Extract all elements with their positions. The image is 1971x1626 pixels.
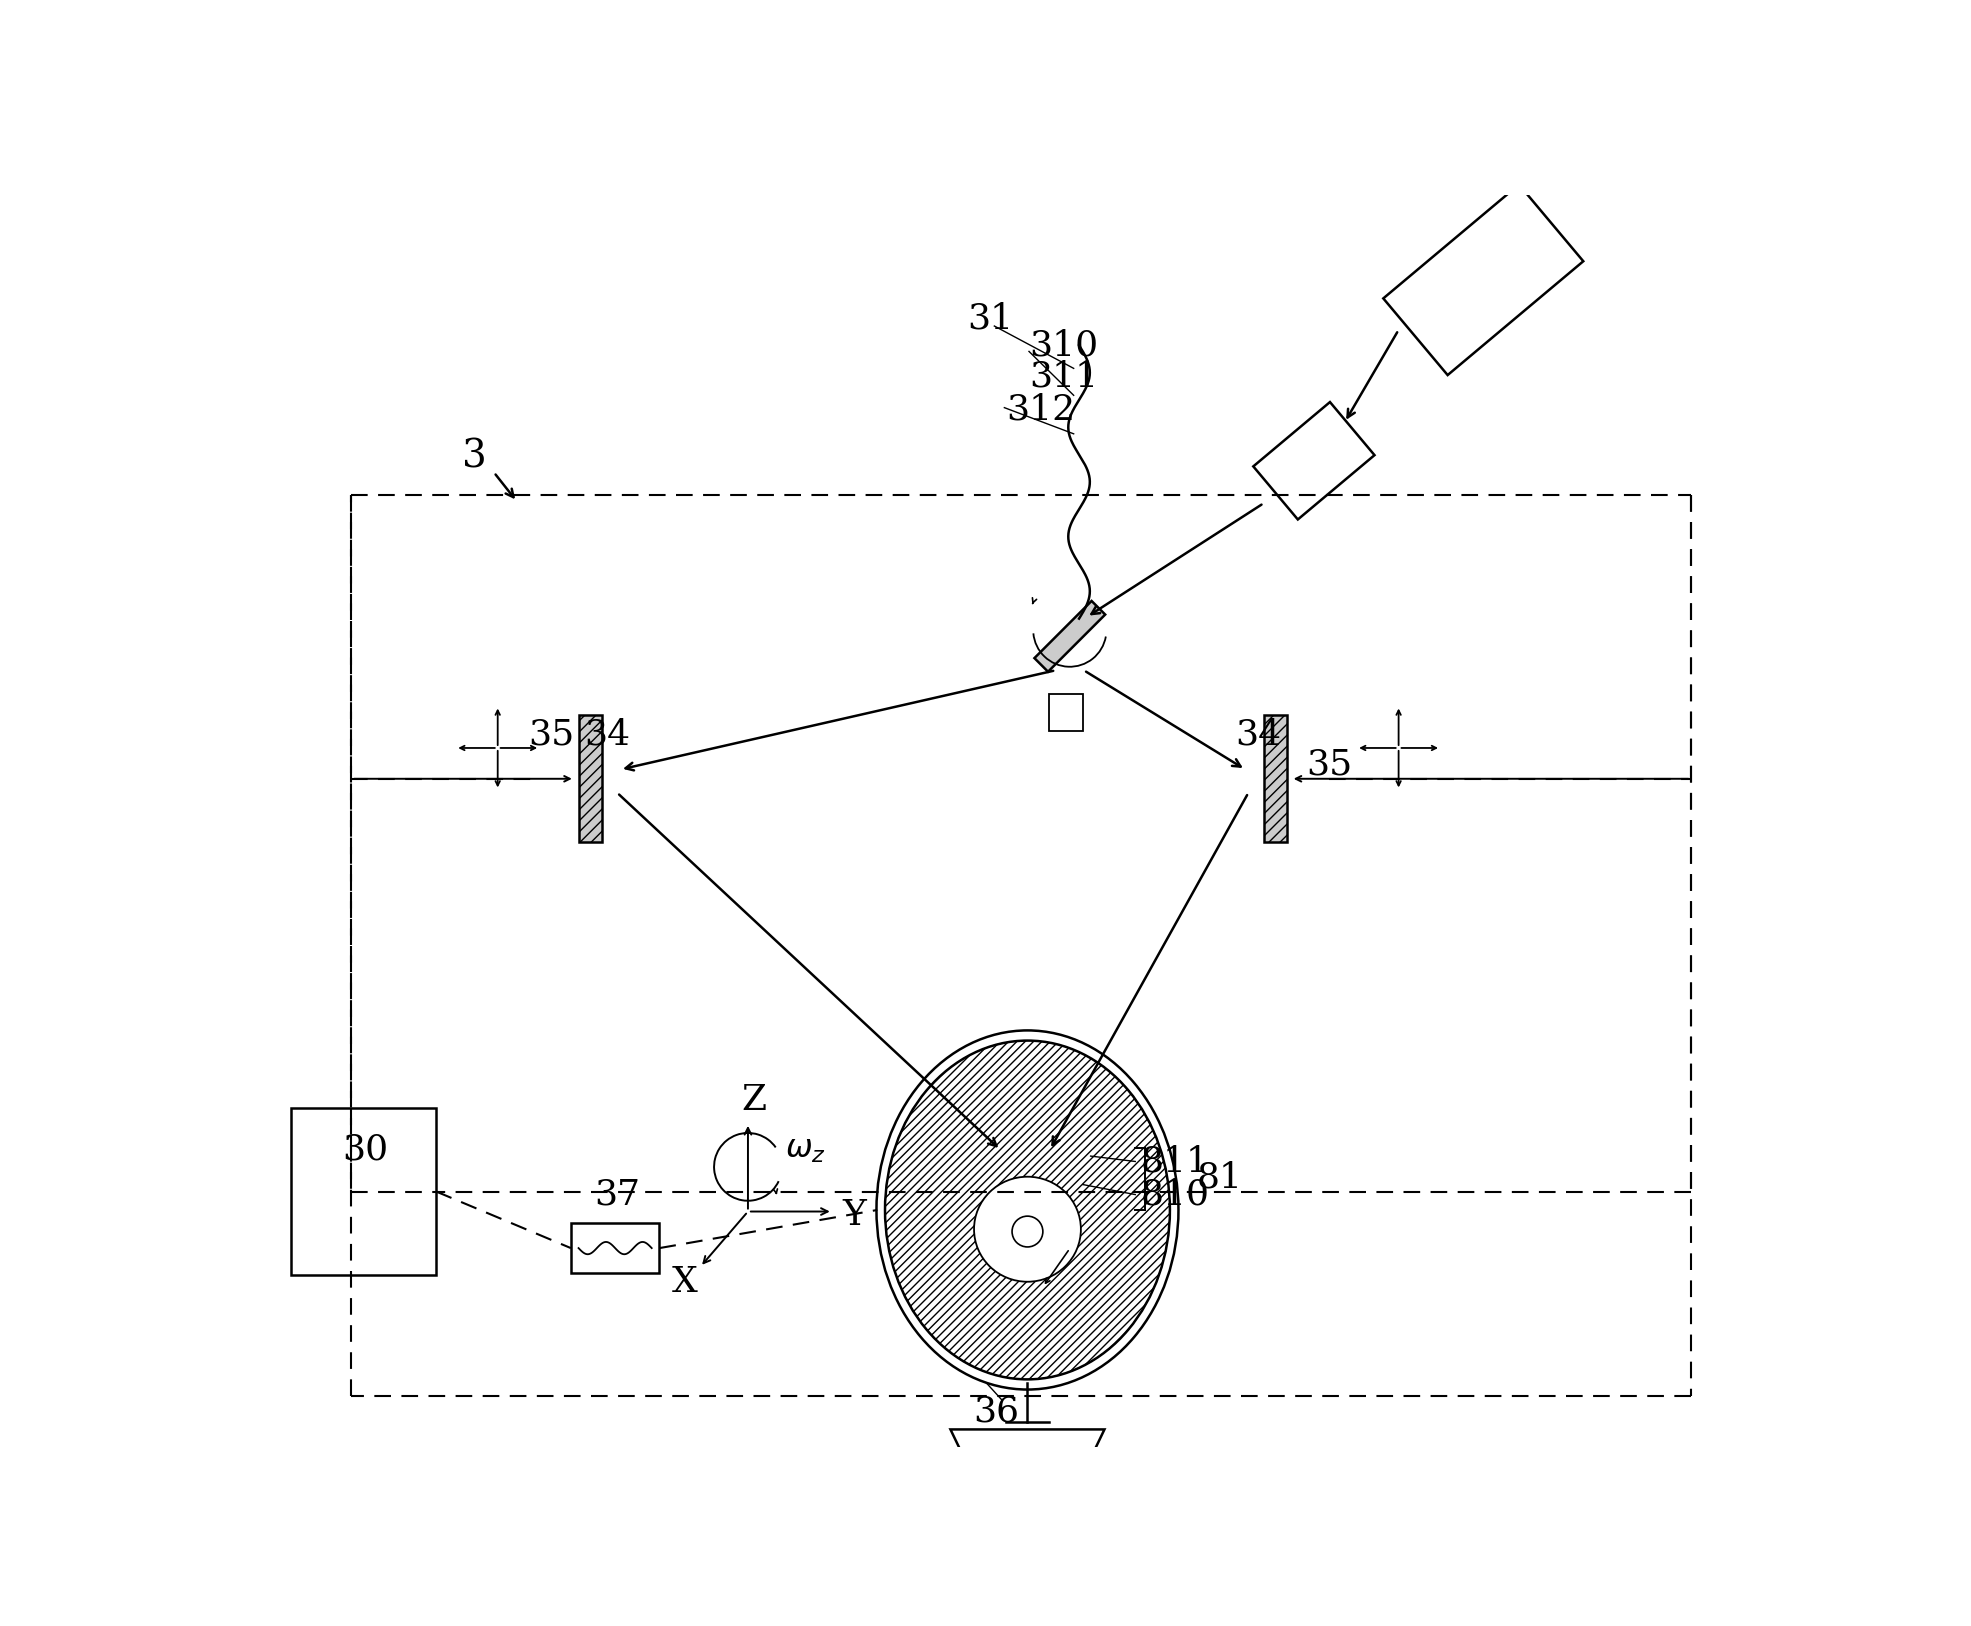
Polygon shape: [1254, 402, 1374, 519]
Ellipse shape: [885, 1041, 1171, 1379]
Text: 37: 37: [593, 1177, 641, 1211]
Text: 30: 30: [343, 1133, 388, 1167]
Polygon shape: [1384, 185, 1583, 376]
Bar: [572, 1223, 660, 1273]
Text: 310: 310: [1029, 328, 1098, 363]
Text: 31: 31: [968, 301, 1013, 335]
Circle shape: [1011, 1216, 1043, 1247]
Ellipse shape: [974, 1177, 1080, 1281]
Text: 81: 81: [1196, 1161, 1244, 1195]
Text: X: X: [672, 1265, 698, 1299]
Polygon shape: [1263, 715, 1287, 842]
Text: 35: 35: [528, 717, 576, 751]
Text: Y: Y: [842, 1198, 865, 1233]
Text: 35: 35: [1307, 748, 1352, 782]
Text: 3: 3: [463, 439, 487, 475]
Text: 810: 810: [1141, 1177, 1210, 1211]
Text: 312: 312: [1005, 392, 1074, 426]
Bar: [292, 1107, 436, 1275]
Text: 34: 34: [583, 717, 631, 751]
Polygon shape: [1035, 602, 1106, 672]
Polygon shape: [579, 715, 601, 842]
Text: 811: 811: [1141, 1145, 1210, 1179]
Text: $\omega_z$: $\omega_z$: [784, 1135, 826, 1166]
Text: 34: 34: [1236, 717, 1281, 751]
Text: Z: Z: [741, 1083, 767, 1117]
Text: 311: 311: [1029, 359, 1098, 393]
Text: 36: 36: [974, 1395, 1019, 1429]
